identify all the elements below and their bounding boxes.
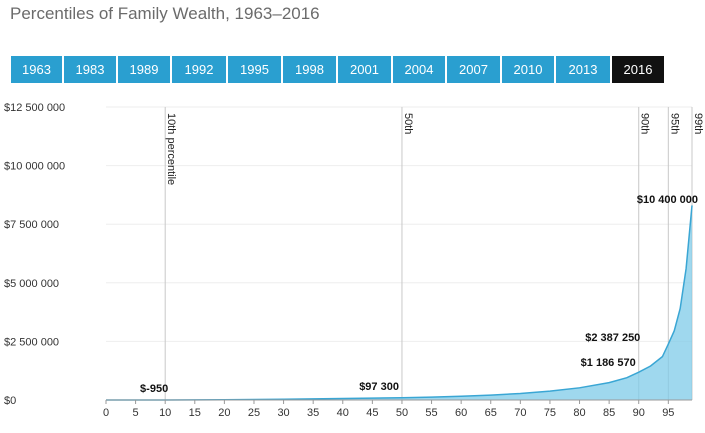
y-tick-label: $5 000 000 bbox=[4, 278, 59, 290]
data-label: $97 300 bbox=[359, 381, 399, 393]
x-tick-label: 0 bbox=[103, 407, 109, 419]
x-tick-label: 65 bbox=[485, 407, 497, 419]
y-tick-label: $12 500 000 bbox=[4, 102, 65, 114]
tab-2013[interactable]: 2013 bbox=[556, 56, 610, 83]
x-tick-label: 85 bbox=[603, 407, 615, 419]
tab-1998[interactable]: 1998 bbox=[283, 56, 336, 83]
percentile-label: 99th bbox=[692, 113, 704, 134]
tab-1963[interactable]: 1963 bbox=[11, 56, 62, 83]
page-title: Percentiles of Family Wealth, 1963–2016 bbox=[10, 4, 320, 23]
x-tick-label: 55 bbox=[425, 407, 437, 419]
tab-1995[interactable]: 1995 bbox=[228, 56, 281, 83]
x-tick-label: 95 bbox=[662, 407, 674, 419]
x-tick-label: 75 bbox=[544, 407, 556, 419]
tab-2007[interactable]: 2007 bbox=[447, 56, 500, 83]
y-tick-label: $10 000 000 bbox=[4, 161, 65, 173]
y-tick-label: $0 bbox=[4, 395, 16, 407]
year-tabs: 1963 1983 1989 1992 1995 1998 2001 2004 … bbox=[11, 56, 666, 83]
y-tick-label: $7 500 000 bbox=[4, 219, 59, 231]
tab-1989[interactable]: 1989 bbox=[118, 56, 170, 83]
data-label: $-950 bbox=[140, 383, 168, 395]
x-tick-label: 5 bbox=[133, 407, 139, 419]
x-tick-label: 70 bbox=[514, 407, 526, 419]
wealth-line bbox=[106, 205, 693, 401]
percentile-label: 90th bbox=[639, 113, 651, 134]
tab-2004[interactable]: 2004 bbox=[393, 56, 445, 83]
tab-1983[interactable]: 1983 bbox=[64, 56, 116, 83]
x-tick-label: 25 bbox=[248, 407, 260, 419]
percentile-label: 10th percentile bbox=[165, 113, 177, 185]
wealth-area bbox=[106, 205, 692, 400]
x-tick-label: 60 bbox=[455, 407, 467, 419]
y-tick-label: $2 500 000 bbox=[4, 336, 59, 348]
percentile-label: 50th bbox=[402, 113, 414, 134]
x-tick-label: 15 bbox=[189, 407, 201, 419]
x-tick-label: 80 bbox=[573, 407, 585, 419]
data-label: $1 186 570 bbox=[581, 357, 636, 369]
data-label: $2 387 250 bbox=[585, 332, 640, 344]
percentile-label: 95th bbox=[668, 113, 680, 134]
tab-2001[interactable]: 2001 bbox=[338, 56, 391, 83]
wealth-chart: $0 $2 500 000 $5 000 000 $7 500 000 $10 000 … bbox=[4, 102, 704, 419]
x-tick-label: 35 bbox=[307, 407, 319, 419]
x-tick-label: 45 bbox=[366, 407, 378, 419]
x-tick-label: 20 bbox=[218, 407, 230, 419]
tab-2016[interactable]: 2016 bbox=[612, 56, 664, 83]
x-tick-label: 90 bbox=[633, 407, 645, 419]
tab-2010[interactable]: 2010 bbox=[502, 56, 554, 83]
tab-1992[interactable]: 1992 bbox=[172, 56, 226, 83]
x-tick-label: 10 bbox=[159, 407, 171, 419]
data-label: $10 400 000 bbox=[637, 194, 698, 206]
x-tick-label: 30 bbox=[277, 407, 289, 419]
x-tick-label: 50 bbox=[396, 407, 408, 419]
x-tick-label: 40 bbox=[337, 407, 349, 419]
